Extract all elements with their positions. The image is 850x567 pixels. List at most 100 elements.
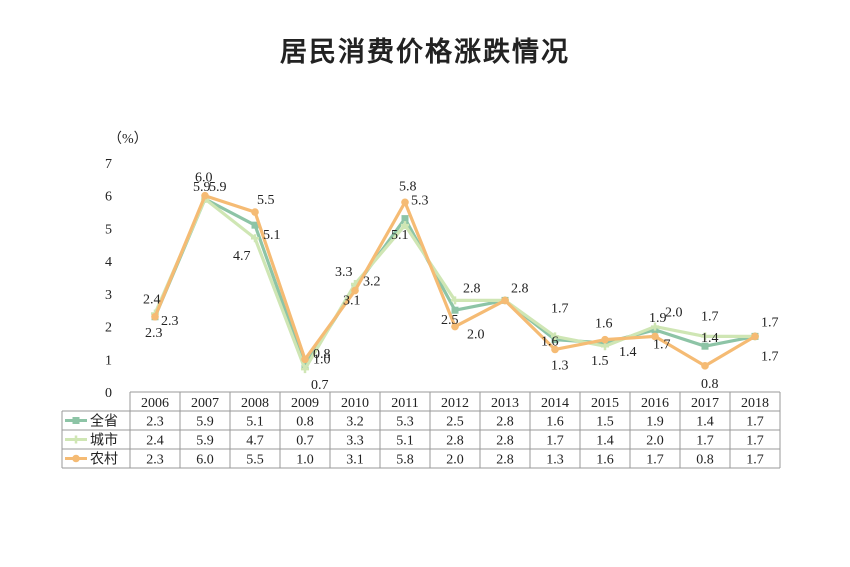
table-cell: 1.4 <box>596 434 614 449</box>
legend-entry: 全省 <box>90 413 118 430</box>
data-label: 1.7 <box>761 315 779 330</box>
x-tick-label: 2016 <box>641 396 669 411</box>
x-tick-label: 2006 <box>141 396 169 411</box>
data-point <box>301 355 309 364</box>
data-label: 5.5 <box>257 193 275 208</box>
table-cell: 1.7 <box>746 453 764 468</box>
table-cell: 5.8 <box>396 453 414 468</box>
data-point <box>651 322 659 331</box>
table-cell: 4.7 <box>246 434 264 449</box>
data-point <box>451 306 459 314</box>
data-label: 0.8 <box>701 377 719 392</box>
data-point <box>751 332 759 341</box>
table-cell: 3.1 <box>346 453 364 468</box>
y-tick-label: 4 <box>105 255 112 270</box>
data-label: 2.0 <box>467 328 485 343</box>
data-label: 1.7 <box>653 337 671 352</box>
table-cell: 2.8 <box>496 415 514 430</box>
data-label: 1.9 <box>649 311 667 326</box>
data-point <box>251 208 259 216</box>
table-cell: 0.7 <box>296 434 314 449</box>
data-point <box>251 221 259 229</box>
table-cell: 3.3 <box>346 434 364 449</box>
table-cell: 1.4 <box>696 415 714 430</box>
data-label: 5.8 <box>399 179 417 194</box>
data-point <box>451 322 459 331</box>
data-point <box>501 296 509 305</box>
data-label: 3.2 <box>363 274 381 289</box>
y-tick-label: 5 <box>105 222 112 237</box>
data-label: 1.4 <box>619 345 637 360</box>
y-tick-label: 1 <box>105 353 112 368</box>
data-point <box>601 335 609 344</box>
x-tick-label: 2007 <box>191 396 219 411</box>
data-label: 1.7 <box>761 349 779 364</box>
y-tick-label: 6 <box>105 190 112 205</box>
table-cell: 1.0 <box>296 453 314 468</box>
table-cell: 1.7 <box>746 434 764 449</box>
data-point <box>701 362 709 370</box>
data-label: 2.8 <box>511 281 529 296</box>
table-cell: 3.2 <box>346 415 364 430</box>
x-tick-label: 2010 <box>341 396 369 411</box>
data-point <box>451 296 459 305</box>
data-label: 2.8 <box>463 281 481 296</box>
x-tick-label: 2017 <box>691 396 719 411</box>
y-tick-label: 7 <box>105 157 112 172</box>
x-tick-label: 2012 <box>441 396 469 411</box>
data-label: 0.7 <box>311 378 329 393</box>
table-cell: 2.8 <box>496 434 514 449</box>
x-tick-label: 2008 <box>241 396 269 411</box>
table-cell: 0.8 <box>696 453 714 468</box>
table-cell: 1.7 <box>746 415 764 430</box>
x-tick-label: 2014 <box>541 396 569 411</box>
data-label: 1.6 <box>541 335 559 350</box>
data-point <box>401 221 409 230</box>
table-cell: 1.7 <box>646 453 664 468</box>
data-label: 3.3 <box>335 265 353 280</box>
data-point <box>601 342 609 351</box>
data-point <box>551 345 559 354</box>
y-tick-label: 2 <box>105 321 112 336</box>
x-tick-label: 2013 <box>491 396 519 411</box>
data-label: 2.3 <box>161 314 179 329</box>
table-cell: 5.9 <box>196 415 214 430</box>
data-label: 1.7 <box>701 309 719 324</box>
table-cell: 5.9 <box>196 434 214 449</box>
table-cell: 1.5 <box>596 415 614 430</box>
legend-key-marker <box>72 454 80 463</box>
x-tick-label: 2011 <box>391 396 418 411</box>
data-point <box>151 312 159 321</box>
data-label: 3.1 <box>343 294 361 309</box>
data-point <box>351 286 359 295</box>
table-cell: 2.3 <box>146 453 164 468</box>
table-cell: 2.8 <box>446 434 464 449</box>
data-label: 5.3 <box>411 194 429 209</box>
y-tick-label: 3 <box>105 288 112 303</box>
data-point <box>701 342 709 350</box>
table-cell: 2.0 <box>446 453 464 468</box>
chart-title: 居民消费价格涨跌情况 <box>280 37 570 68</box>
data-point <box>401 215 409 223</box>
table-cell: 6.0 <box>196 453 214 468</box>
data-label: 4.7 <box>233 249 251 264</box>
data-label: 5.9 <box>193 180 211 195</box>
data-point <box>651 332 659 341</box>
data-label: 2.0 <box>665 306 683 321</box>
data-point <box>301 365 309 374</box>
table-cell: 5.3 <box>396 415 414 430</box>
table-cell: 2.4 <box>146 434 164 449</box>
y-axis-unit: （%） <box>108 131 148 147</box>
data-label: 2.3 <box>145 326 163 341</box>
data-label: 6.0 <box>195 171 213 186</box>
data-point <box>551 332 559 341</box>
data-label: 2.4 <box>143 292 161 307</box>
legend-key-marker <box>72 435 80 444</box>
data-point <box>401 198 409 207</box>
table-cell: 1.6 <box>596 453 614 468</box>
data-label: 1.3 <box>551 358 569 373</box>
data-point <box>251 234 259 243</box>
x-tick-label: 2015 <box>591 396 619 411</box>
table-cell: 2.5 <box>446 415 464 430</box>
